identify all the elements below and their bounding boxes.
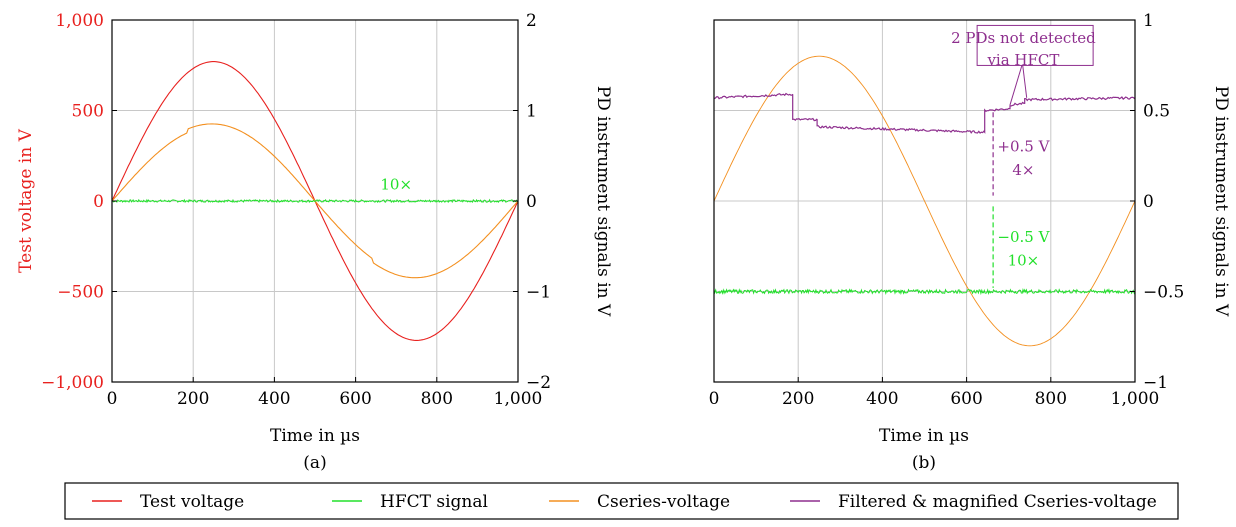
panel-a-left-ticks: 1,000 500 0 −500 −1,000 bbox=[41, 11, 117, 393]
panel-a-left-axis-label: Test voltage in V bbox=[16, 128, 36, 272]
panel-b-right-ticks: 1 0.5 0 −0.5 −1 bbox=[1130, 11, 1184, 393]
panel-b-label: (b) bbox=[912, 453, 936, 473]
panel-a: 0 200 400 600 800 1,000 1,000 500 0 −500 −1,000 2… bbox=[16, 11, 613, 473]
panel-a-x-tick-label: 200 bbox=[177, 389, 209, 409]
panel-a-annotation: 10× bbox=[380, 176, 412, 194]
panel-b-x-tick-label: 200 bbox=[782, 389, 814, 409]
panel-b-annotation: via HFCT bbox=[986, 51, 1059, 69]
panel-b-right-tick-label: −1 bbox=[1143, 373, 1168, 393]
panel-b: 0 200 400 600 800 1,000 1 0.5 0 −0.5 −1 Time in µ… bbox=[709, 11, 1231, 473]
panel-b-x-tick-label: 800 bbox=[1035, 389, 1067, 409]
legend-label: Filtered & magnified Cseries-voltage bbox=[838, 492, 1157, 512]
panel-a-x-tick-label: 600 bbox=[339, 389, 371, 409]
panel-a-left-tick-label: −1,000 bbox=[41, 373, 104, 393]
legend-label: Test voltage bbox=[140, 492, 244, 512]
panel-b-right-tick-label: 0 bbox=[1143, 192, 1154, 212]
panel-a-right-tick-label: 0 bbox=[526, 192, 537, 212]
panel-a-left-tick-label: 0 bbox=[93, 192, 104, 212]
panel-a-right-tick-label: −2 bbox=[526, 373, 551, 393]
panel-a-x-axis-label: Time in µs bbox=[270, 426, 360, 446]
panel-b-annotation: 4× bbox=[1012, 161, 1034, 179]
panel-a-label: (a) bbox=[303, 453, 326, 473]
series-filtered-cseries-voltage bbox=[713, 92, 1136, 134]
panel-b-grid bbox=[714, 20, 1135, 382]
panel-a-left-tick-label: −500 bbox=[57, 283, 104, 303]
panel-a-right-tick-label: −1 bbox=[526, 283, 551, 303]
panel-b-annotation: 2 PDs not detected bbox=[951, 29, 1096, 47]
panel-a-x-tick-label: 400 bbox=[258, 389, 290, 409]
callout-arrow-1 bbox=[1009, 65, 1023, 106]
panel-b-x-axis-label: Time in µs bbox=[879, 426, 969, 446]
panel-a-x-tick-label: 0 bbox=[107, 389, 118, 409]
panel-b-right-tick-label: −0.5 bbox=[1143, 283, 1184, 303]
panel-a-x-ticks: 0 200 400 600 800 1,000 bbox=[107, 377, 543, 409]
panel-b-x-ticks: 0 200 400 600 800 1,000 bbox=[709, 377, 1160, 409]
panel-a-annotations: 10× bbox=[380, 176, 412, 194]
series-hfct-signal-b bbox=[713, 287, 1136, 296]
legend-label: Cseries-voltage bbox=[597, 492, 730, 512]
panel-b-annotation: 10× bbox=[1008, 252, 1040, 270]
panel-b-annotations: 2 PDs not detected via HFCT +0.5 V 4× −0.5 V… bbox=[951, 24, 1096, 288]
panel-a-right-tick-label: 2 bbox=[526, 11, 537, 31]
series-cseries-voltage-b bbox=[713, 55, 1136, 347]
panel-a-left-tick-label: 1,000 bbox=[55, 11, 104, 31]
series-hfct-signal bbox=[111, 198, 519, 204]
legend-box bbox=[64, 482, 1179, 520]
panel-b-annotation: +0.5 V bbox=[997, 138, 1050, 156]
panel-a-right-axis-label: PD instrument signals in V bbox=[593, 86, 613, 317]
panel-b-right-tick-label: 1 bbox=[1143, 11, 1154, 31]
panel-b-x-tick-label: 1,000 bbox=[1111, 389, 1160, 409]
panel-b-series bbox=[713, 55, 1136, 347]
legend-label: HFCT signal bbox=[380, 492, 488, 512]
panel-a-right-tick-label: 1 bbox=[526, 102, 537, 122]
panel-a-right-ticks: 2 1 0 −1 −2 bbox=[513, 11, 551, 393]
panel-b-annotation: −0.5 V bbox=[997, 228, 1050, 246]
panel-a-x-tick-label: 800 bbox=[421, 389, 453, 409]
panel-b-right-axis-label: PD instrument signals in V bbox=[1211, 86, 1231, 317]
panel-b-x-tick-label: 600 bbox=[950, 389, 982, 409]
callout-box bbox=[976, 24, 1094, 66]
panel-b-right-tick-label: 0.5 bbox=[1143, 102, 1170, 122]
legend: Test voltage HFCT signal Cseries-voltage Fi… bbox=[64, 482, 1179, 520]
panel-a-x-tick-label: 1,000 bbox=[494, 389, 543, 409]
panel-b-x-tick-label: 0 bbox=[709, 389, 720, 409]
callout-arrow-2 bbox=[1022, 65, 1028, 98]
panel-b-x-tick-label: 400 bbox=[866, 389, 898, 409]
panel-a-left-tick-label: 500 bbox=[72, 102, 104, 122]
panel-a-series bbox=[111, 61, 519, 341]
